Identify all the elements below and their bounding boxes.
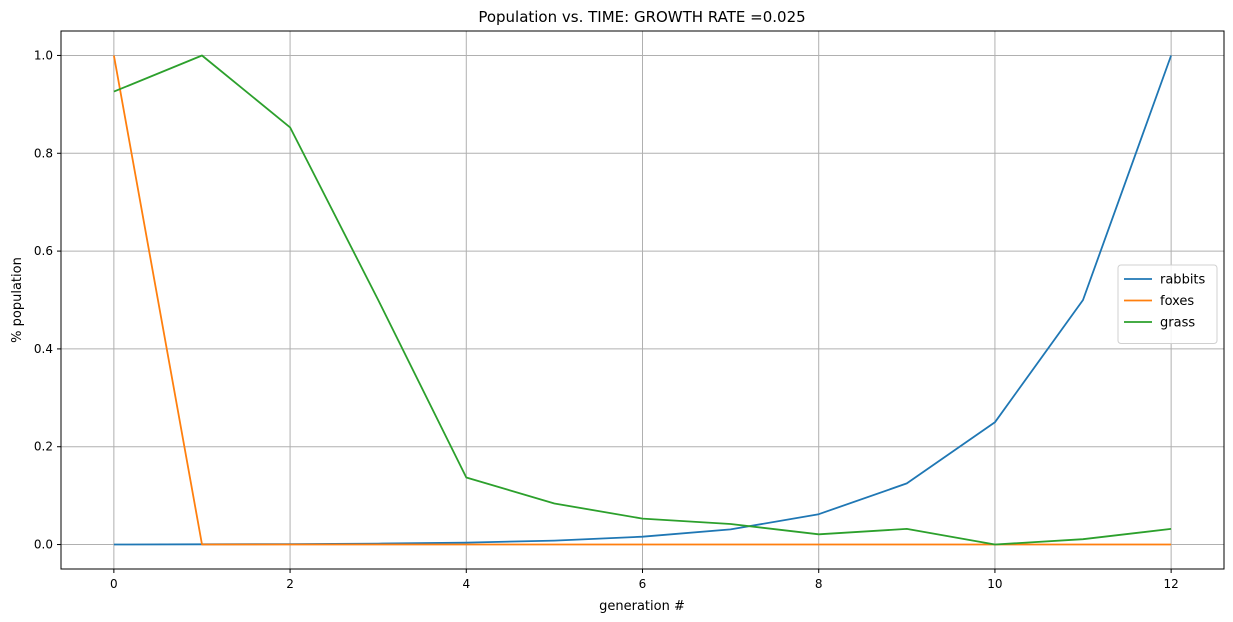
x-axis-label: generation # [599,599,685,614]
legend-box [1117,264,1218,344]
x-tick-label: 12 [1163,577,1178,591]
x-tick-label: 6 [639,577,647,591]
legend-label-foxes: foxes [1160,294,1194,309]
y-tick-label: 0.4 [34,342,53,356]
series-line-grass [113,54,1172,546]
y-tick-label: 0.0 [34,538,53,552]
x-tick-label: 10 [987,577,1002,591]
y-tick-label: 1.0 [34,48,53,62]
x-tick-label: 2 [286,577,294,591]
y-tick-label: 0.8 [34,146,53,160]
grid [61,31,1224,569]
x-tick-label: 0 [110,577,118,591]
x-axis-ticks: 0 2 4 6 8 10 12 [110,569,1179,591]
x-tick-label: 8 [815,577,823,591]
y-axis-label: % population [10,257,25,343]
series-group [113,54,1172,546]
y-axis-ticks: 0.0 0.2 0.4 0.6 0.8 1.0 [34,48,61,552]
chart-title: Population vs. TIME: GROWTH RATE =0.025 [478,8,805,26]
y-tick-label: 0.6 [34,244,53,258]
x-tick-label: 4 [462,577,470,591]
legend-label-grass: grass [1160,316,1195,331]
y-tick-label: 0.2 [34,440,53,454]
legend-label-rabbits: rabbits [1160,273,1206,288]
legend: rabbits foxes grass [1117,264,1218,344]
